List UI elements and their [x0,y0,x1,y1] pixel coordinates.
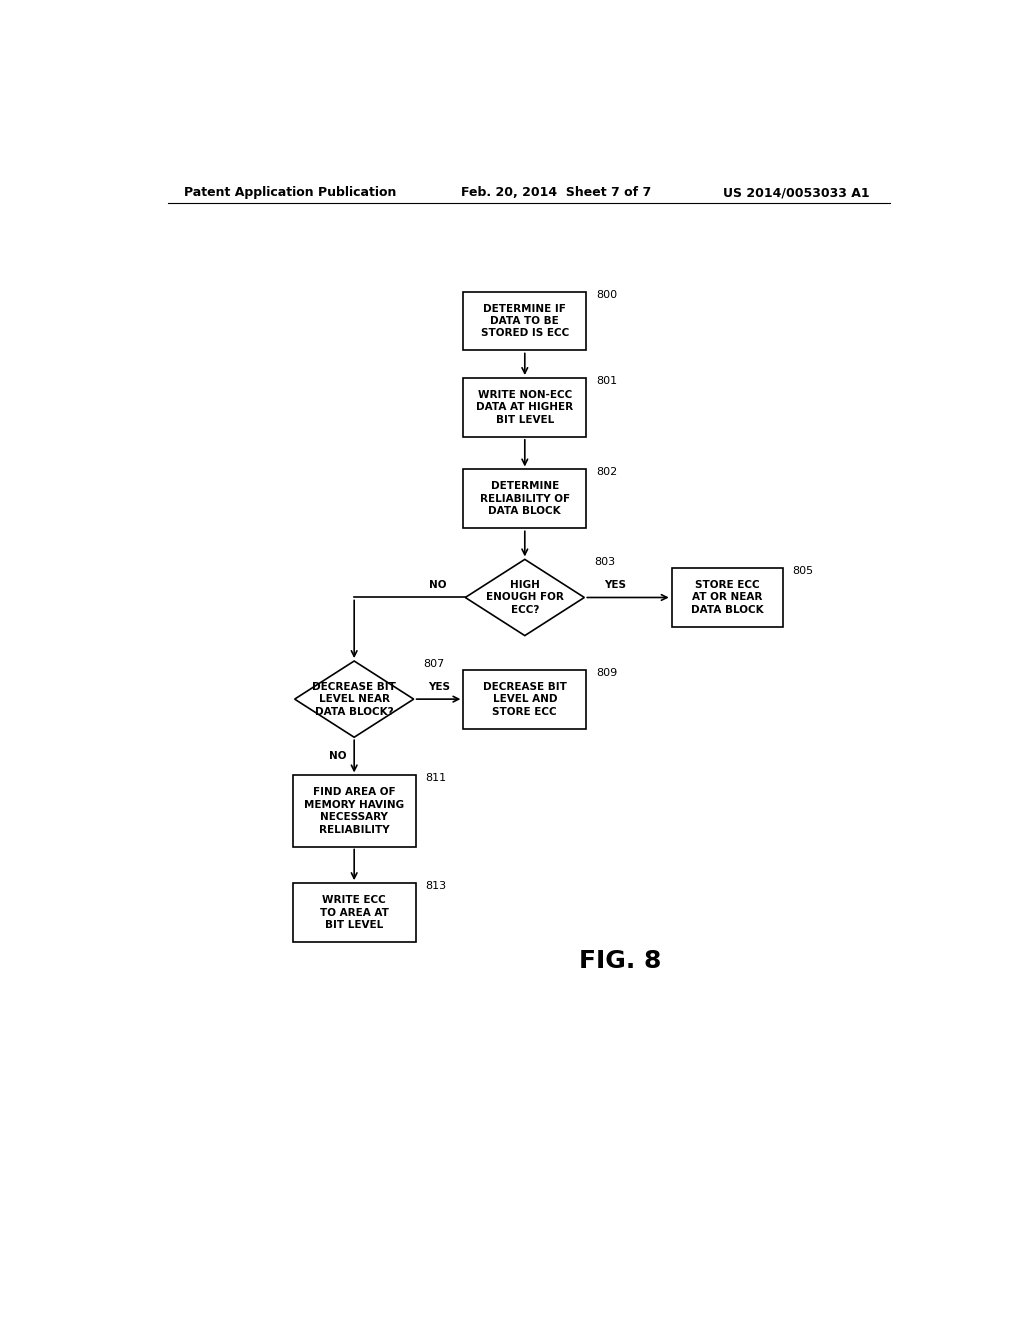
Text: FIND AREA OF
MEMORY HAVING
NECESSARY
RELIABILITY: FIND AREA OF MEMORY HAVING NECESSARY REL… [304,787,404,834]
Text: YES: YES [428,682,450,692]
Bar [293,883,416,942]
Polygon shape [295,661,414,738]
Bar [463,669,587,729]
Bar [463,292,587,351]
Text: NO: NO [329,751,346,762]
Text: DETERMINE IF
DATA TO BE
STORED IS ECC: DETERMINE IF DATA TO BE STORED IS ECC [480,304,569,338]
Text: WRITE ECC
TO AREA AT
BIT LEVEL: WRITE ECC TO AREA AT BIT LEVEL [319,895,389,931]
Text: HIGH
ENOUGH FOR
ECC?: HIGH ENOUGH FOR ECC? [485,579,564,615]
Text: 813: 813 [425,880,446,891]
Text: 809: 809 [596,668,617,677]
Text: DECREASE BIT
LEVEL NEAR
DATA BLOCK?: DECREASE BIT LEVEL NEAR DATA BLOCK? [312,681,396,717]
Text: YES: YES [604,581,626,590]
Text: US 2014/0053033 A1: US 2014/0053033 A1 [723,186,869,199]
Bar [463,378,587,437]
Text: 803: 803 [594,557,615,568]
Text: 802: 802 [596,467,617,478]
Text: 805: 805 [793,566,813,576]
Text: 811: 811 [425,774,446,783]
Polygon shape [465,560,585,636]
Text: DECREASE BIT
LEVEL AND
STORE ECC: DECREASE BIT LEVEL AND STORE ECC [483,681,566,717]
Text: FIG. 8: FIG. 8 [579,949,662,973]
Text: NO: NO [429,581,446,590]
Text: DETERMINE
RELIABILITY OF
DATA BLOCK: DETERMINE RELIABILITY OF DATA BLOCK [479,482,570,516]
Text: WRITE NON-ECC
DATA AT HIGHER
BIT LEVEL: WRITE NON-ECC DATA AT HIGHER BIT LEVEL [476,389,573,425]
Bar [672,568,782,627]
Text: Patent Application Publication: Patent Application Publication [183,186,396,199]
Bar [463,470,587,528]
Text: 800: 800 [596,289,616,300]
Text: 801: 801 [596,376,616,385]
Text: 807: 807 [423,659,444,669]
Text: STORE ECC
AT OR NEAR
DATA BLOCK: STORE ECC AT OR NEAR DATA BLOCK [691,579,764,615]
Bar [293,775,416,846]
Text: Feb. 20, 2014  Sheet 7 of 7: Feb. 20, 2014 Sheet 7 of 7 [461,186,651,199]
